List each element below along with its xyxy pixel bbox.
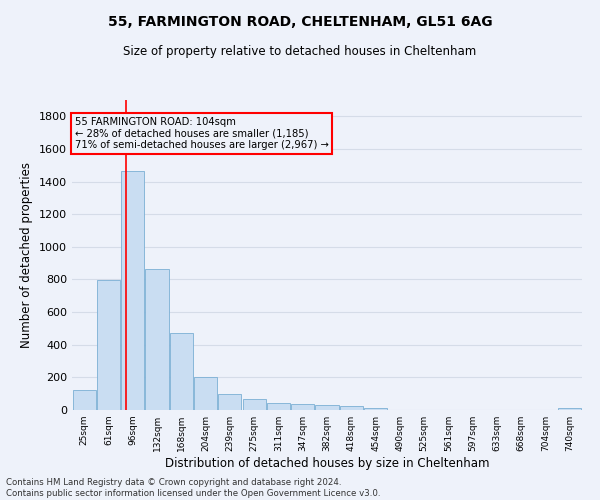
- Y-axis label: Number of detached properties: Number of detached properties: [20, 162, 34, 348]
- Bar: [291, 404, 314, 410]
- Bar: [316, 405, 338, 410]
- Bar: [267, 404, 290, 410]
- Bar: [121, 172, 144, 410]
- Bar: [145, 270, 169, 410]
- Bar: [340, 406, 363, 410]
- Bar: [73, 390, 95, 410]
- Bar: [194, 378, 217, 410]
- Bar: [242, 400, 266, 410]
- Text: Size of property relative to detached houses in Cheltenham: Size of property relative to detached ho…: [124, 45, 476, 58]
- Bar: [170, 334, 193, 410]
- Text: 55 FARMINGTON ROAD: 104sqm
← 28% of detached houses are smaller (1,185)
71% of s: 55 FARMINGTON ROAD: 104sqm ← 28% of deta…: [74, 117, 328, 150]
- Bar: [218, 394, 241, 410]
- Text: 55, FARMINGTON ROAD, CHELTENHAM, GL51 6AG: 55, FARMINGTON ROAD, CHELTENHAM, GL51 6A…: [107, 15, 493, 29]
- Bar: [364, 408, 387, 410]
- Bar: [559, 408, 581, 410]
- X-axis label: Distribution of detached houses by size in Cheltenham: Distribution of detached houses by size …: [165, 457, 489, 470]
- Text: Contains HM Land Registry data © Crown copyright and database right 2024.
Contai: Contains HM Land Registry data © Crown c…: [6, 478, 380, 498]
- Bar: [97, 280, 120, 410]
